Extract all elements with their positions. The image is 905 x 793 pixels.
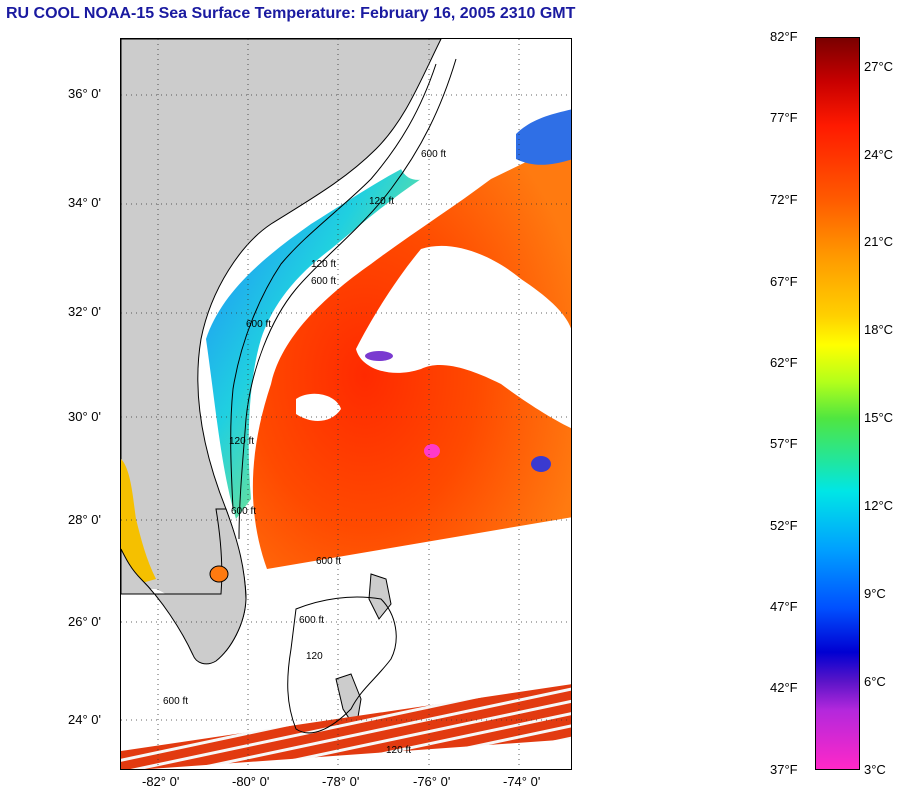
cloud-cover xyxy=(401,74,541,180)
lat-label-36: 36° 0' xyxy=(68,86,101,101)
colorbar-f-label: 62°F xyxy=(770,355,798,370)
colorbar-f-label: 67°F xyxy=(770,274,798,289)
colorbar-c-label: 27°C xyxy=(864,59,894,74)
lake-okeechobee xyxy=(209,565,229,583)
lon-label-82: -82° 0' xyxy=(142,774,180,789)
colorbar-c-label: 24°C xyxy=(864,147,894,162)
contour-bahamas xyxy=(287,596,397,734)
lat-label-26: 26° 0' xyxy=(68,614,101,629)
contour-label: 120 ft xyxy=(386,745,411,756)
contour-label: 120 ft xyxy=(229,436,254,447)
contour-label: 600 ft xyxy=(231,506,256,517)
colorbar-f-label: 47°F xyxy=(770,599,798,614)
sst-map: 600 ft 120 ft 600 ft 120 ft 600 ft 120 f… xyxy=(120,38,572,770)
colorbar-f-label: 82°F xyxy=(770,29,798,44)
contour-label: 600 ft xyxy=(299,615,324,626)
colorbar-f-label: 57°F xyxy=(770,436,798,451)
contour-label: 600 ft xyxy=(311,276,336,287)
sst-map-canvas: 600 ft 120 ft 600 ft 120 ft 600 ft 120 f… xyxy=(121,39,571,769)
contour-120ft xyxy=(230,63,437,510)
lon-label-76: -76° 0' xyxy=(413,774,451,789)
cold-spot xyxy=(424,444,440,458)
cloud-cover xyxy=(356,245,571,429)
no-data-gap xyxy=(121,517,571,759)
contour-label: 600 ft xyxy=(316,556,341,567)
colorbar-c-label: 15°C xyxy=(864,410,894,425)
colorbar-c-label: 21°C xyxy=(864,234,894,249)
colorbar-f-label: 77°F xyxy=(770,110,798,125)
colorbar-f-label: 37°F xyxy=(770,762,798,777)
bahamas-island xyxy=(335,673,362,731)
lat-label-28: 28° 0' xyxy=(68,512,101,527)
lon-label-80: -80° 0' xyxy=(232,774,270,789)
lat-label-32: 32° 0' xyxy=(68,304,101,319)
contour-label: 600 ft xyxy=(163,696,188,707)
cold-spot xyxy=(531,456,551,472)
florida-peninsula xyxy=(121,508,247,665)
contour-600ft xyxy=(238,58,457,540)
colorbar-c-label: 18°C xyxy=(864,322,894,337)
map-title: RU COOL NOAA-15 Sea Surface Temperature:… xyxy=(6,5,576,22)
southern-swath xyxy=(121,684,571,769)
temperature-colorbar xyxy=(815,37,860,770)
contour-label: 120 ft xyxy=(311,259,336,270)
colorbar-c-label: 12°C xyxy=(864,498,894,513)
lon-label-78: -78° 0' xyxy=(322,774,360,789)
colorbar-f-label: 52°F xyxy=(770,518,798,533)
cloud-cover xyxy=(296,393,341,421)
shelf-water-region xyxy=(206,164,421,519)
lat-label-34: 34° 0' xyxy=(68,195,101,210)
colorbar-c-label: 6°C xyxy=(864,674,886,689)
cold-spot xyxy=(365,351,393,361)
colorbar-c-label: 3°C xyxy=(864,762,886,777)
contour-label: 600 ft xyxy=(246,319,271,330)
gulf-water xyxy=(121,459,156,589)
colorbar-c-label: 9°C xyxy=(864,586,886,601)
contour-label: 600 ft xyxy=(421,149,446,160)
lon-label-74: -74° 0' xyxy=(503,774,541,789)
lat-label-30: 30° 0' xyxy=(68,409,101,424)
graticule xyxy=(121,39,571,769)
lat-label-24: 24° 0' xyxy=(68,712,101,727)
bahamas-island xyxy=(368,573,392,620)
contour-label: 120 ft xyxy=(369,196,394,207)
contour-label: 120 xyxy=(306,651,323,662)
colorbar-f-label: 72°F xyxy=(770,192,798,207)
colorbar-f-label: 42°F xyxy=(770,680,798,695)
offshore-cool-patch xyxy=(516,109,571,165)
